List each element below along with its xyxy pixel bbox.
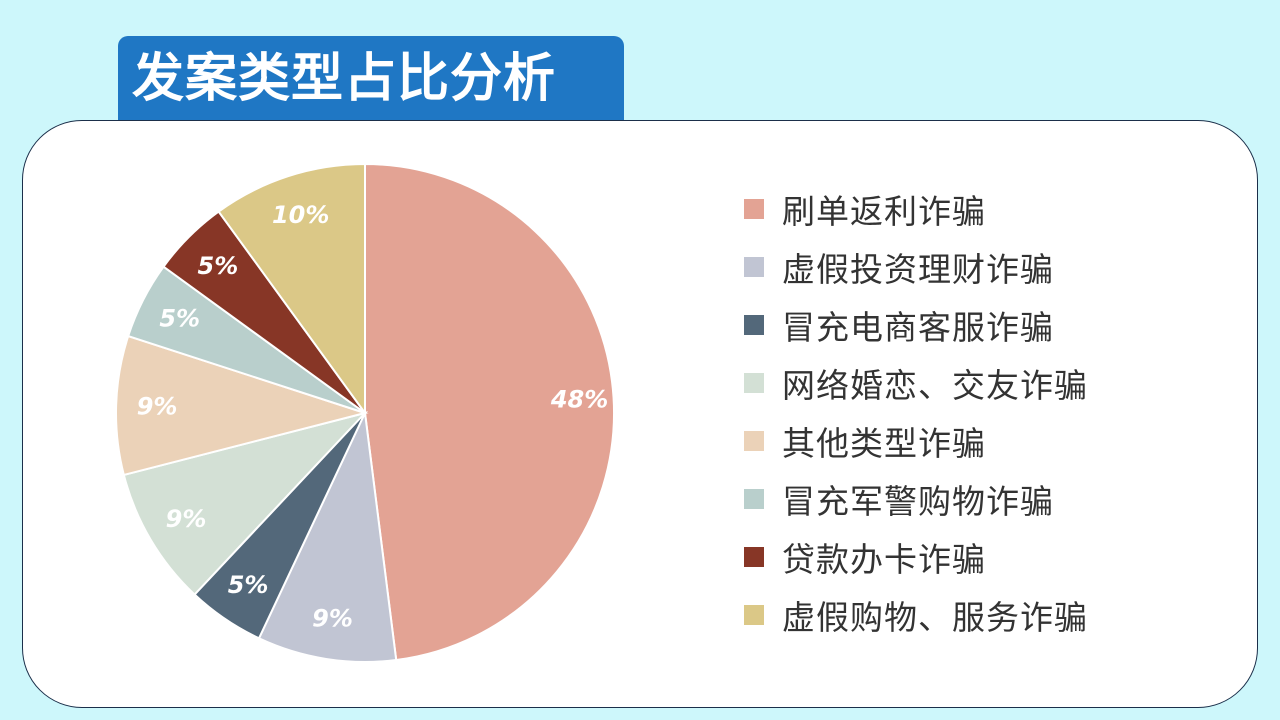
- chart-legend: 刷单返利诈骗虚假投资理财诈骗 冒充电商客服诈骗 网络婚恋、交友诈骗 其他类型诈骗冒充军…: [744, 180, 1088, 644]
- legend-label: 刷单返利诈骗: [782, 192, 986, 231]
- legend-swatch: [744, 315, 764, 335]
- legend-item-4: 网络婚恋、交友诈骗: [744, 354, 1088, 412]
- pie-slice-8: [217, 162, 366, 417]
- legend-label: 其他类型诈骗: [782, 424, 986, 463]
- legend-label: 网络婚恋、交友诈骗: [782, 366, 1088, 405]
- legend-label: 冒充电商客服诈骗: [782, 308, 1054, 347]
- pie-slice-4: [122, 411, 369, 596]
- chart-title: 发案类型占比分析: [132, 49, 557, 109]
- legend-item-2: 虚假投资理财诈骗: [744, 238, 1088, 296]
- pie-data-label-1: 48%: [550, 386, 608, 414]
- pie-slice-5: [115, 334, 369, 477]
- pie-data-label-5: 9%: [137, 393, 178, 421]
- legend-item-1: 刷单返利诈骗: [744, 180, 1088, 238]
- legend-label: 贷款办卡诈骗: [782, 540, 986, 579]
- legend-label: 冒充军警购物诈骗: [782, 482, 1054, 521]
- legend-swatch: [744, 199, 764, 219]
- pie-slices: [115, 162, 616, 663]
- legend-swatch: [744, 489, 764, 509]
- pie-data-labels: 48% 9% 5% 9% 9% 5% 5% 10%: [137, 201, 609, 632]
- legend-item-5: 其他类型诈骗: [744, 412, 1088, 470]
- pie-data-label-4: 9%: [166, 505, 207, 533]
- legend-item-6: 冒充军警购物诈骗: [744, 470, 1088, 528]
- legend-label: 虚假购物、服务诈骗: [782, 598, 1088, 637]
- legend-item-8: 虚假购物、服务诈骗: [744, 586, 1088, 644]
- title-banner: 发案类型占比分析: [118, 36, 624, 122]
- legend-swatch: [744, 605, 764, 625]
- legend-item-3: 冒充电商客服诈骗: [744, 296, 1088, 354]
- pie-slice-2: [257, 409, 398, 663]
- pie-data-label-8: 10%: [272, 201, 329, 229]
- legend-swatch: [744, 373, 764, 393]
- pie-data-label-2: 9%: [312, 604, 353, 632]
- legend-swatch: [744, 431, 764, 451]
- pie-slice-1: [364, 162, 616, 662]
- pie-data-label-6: 5%: [159, 305, 200, 333]
- pie-data-label-7: 5%: [198, 252, 239, 280]
- legend-label: 虚假投资理财诈骗: [782, 250, 1054, 289]
- pie-data-label-3: 5%: [228, 571, 269, 599]
- legend-swatch: [744, 547, 764, 567]
- legend-item-7: 贷款办卡诈骗: [744, 528, 1088, 586]
- legend-swatch: [744, 257, 764, 277]
